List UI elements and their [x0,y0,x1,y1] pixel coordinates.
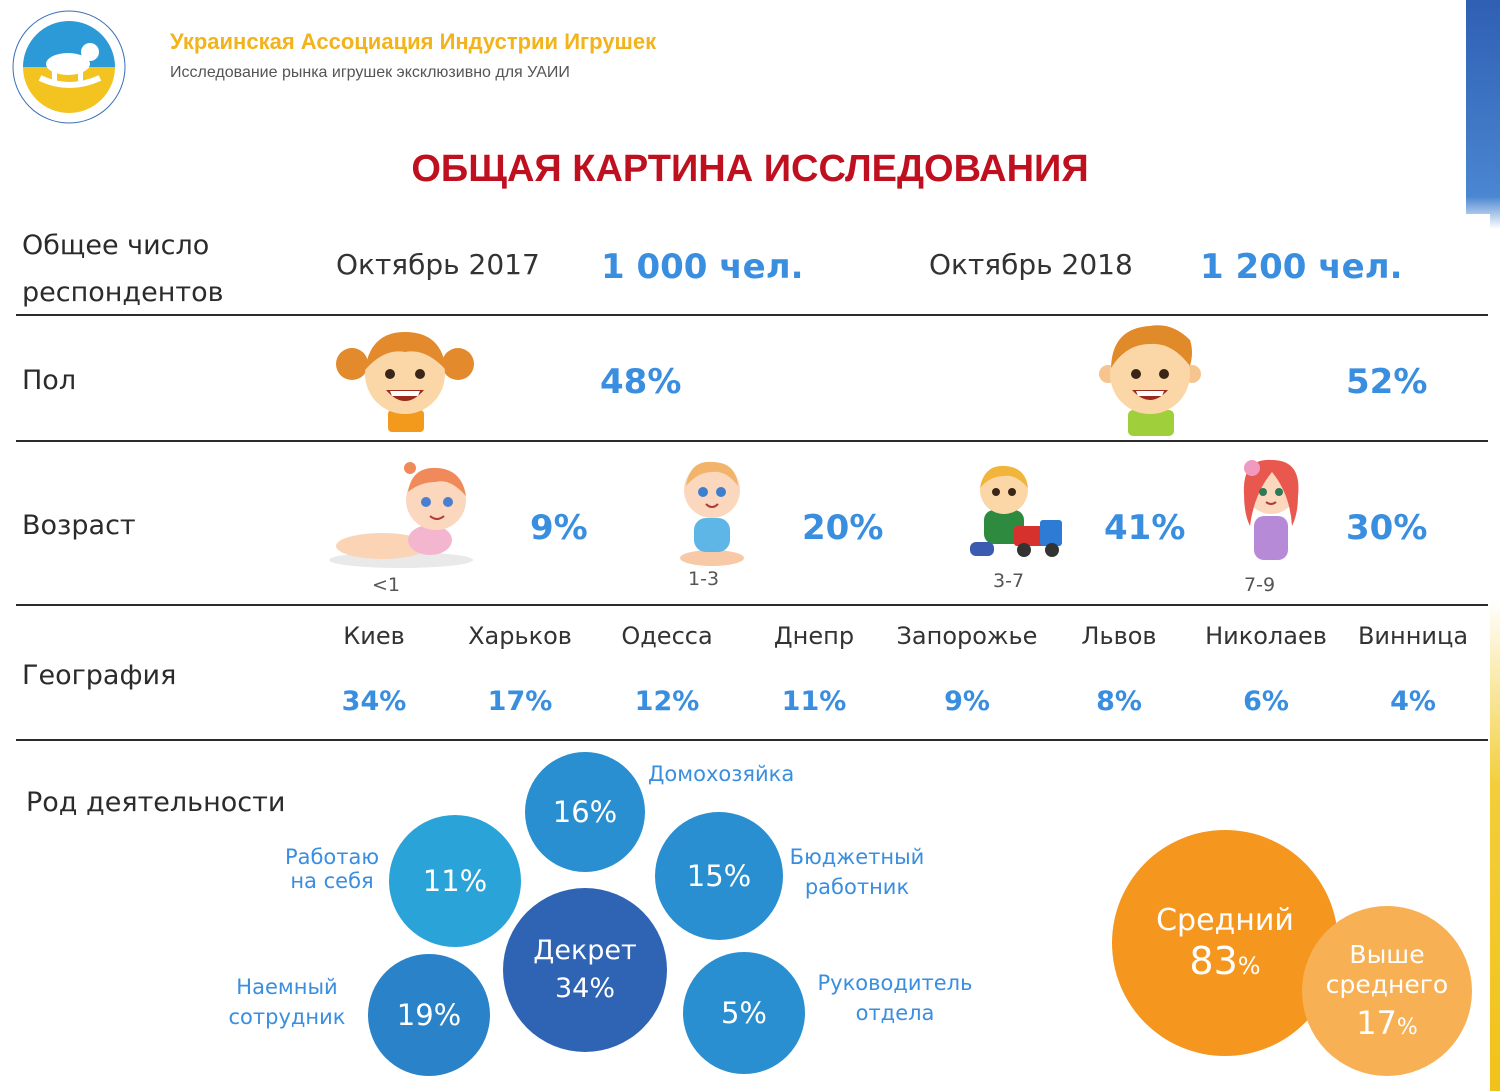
income-above-unit: % [1396,1014,1418,1040]
age-group-3-value: 41% [1104,508,1186,548]
child-with-toy-truck-illustration [970,465,1062,557]
girl-schoolchild-illustration [1243,459,1299,560]
occupation-employee-label: Наемный сотрудник [222,975,352,1029]
respondents-label-line1: Общее число [22,230,210,261]
page-title: ОБЩАЯ КАРТИНА ИССЛЕДОВАНИЯ [411,148,1089,190]
age-group-1-range: <1 [372,574,401,596]
income-average-unit: % [1237,951,1261,980]
occupation-self-employed-label-line2: на себя [290,869,374,893]
city-dnipro-name: Днепр [773,622,855,650]
occupation-maternity-bubble: Декрет 34% [503,888,667,1052]
city-zaporizhzhia-name: Запорожье [896,622,1038,650]
period-2018-month: Октябрь 2018 [929,248,1133,281]
gender-label: Пол [22,365,77,396]
income-above-value: 17 [1356,1003,1397,1042]
age-group-2-value: 20% [802,508,884,548]
gender-girls-value: 48% [600,362,682,402]
occupation-manager-label: Руководитель отдела [812,971,978,1025]
occupation-manager-label-line1: Руководитель [817,971,973,995]
city-dnipro-value: 11% [781,686,847,717]
income-above-average-circle: Выше среднего 17% [1302,906,1472,1076]
girl-face-illustration [336,332,474,432]
organization-subtitle: Исследование рынка игрушек эксклюзивно д… [170,64,570,81]
city-kharkiv-value: 17% [487,686,553,717]
occupation-self-employed-label-line1: Работаю [284,845,380,869]
income-average-value: 83 [1189,938,1238,983]
occupation-budget-worker-label-line1: Бюджетный [789,845,925,869]
occupation-employee-bubble: 19% [368,954,490,1076]
geography-label: География [22,660,177,691]
period-2017-count: 1 000 чел. [601,247,804,287]
income-average-name: Средний [1156,902,1294,938]
income-above-value-wrap: 17% [1356,1007,1418,1043]
divider-line [16,440,1488,442]
respondents-label-line2: респондентов [22,277,224,308]
occupation-housewife-bubble: 16% [525,752,645,872]
income-average-value-wrap: 83% [1189,941,1260,986]
income-above-name-line2: среднего [1325,969,1449,999]
occupation-manager-value: 5% [720,996,767,1030]
respondents-label: Общее число респондентов [22,222,224,316]
city-zaporizhzhia-value: 9% [944,686,990,717]
toddler-illustration [680,461,744,566]
association-logo [11,9,127,125]
period-2018-count: 1 200 чел. [1200,247,1403,287]
income-above-name-line1: Выше [1349,939,1425,969]
occupation-maternity-name: Декрет [533,935,637,966]
occupation-housewife-value: 16% [552,795,618,829]
age-group-2-range: 1-3 [688,568,720,590]
occupation-employee-label-line1: Наемный [236,975,338,999]
city-lviv-value: 8% [1096,686,1142,717]
city-lviv-name: Львов [1081,622,1157,650]
occupation-self-employed-bubble: 11% [389,815,521,947]
city-kyiv-name: Киев [343,622,405,650]
occupation-employee-label-line2: сотрудник [228,1005,346,1029]
occupation-employee-value: 19% [396,998,462,1032]
occupation-budget-worker-bubble: 15% [655,812,783,940]
occupation-budget-worker-label-line2: работник [804,875,910,899]
age-label: Возраст [22,510,136,541]
city-mykolaiv-name: Николаев [1205,622,1327,650]
income-average-circle: Средний 83% [1112,830,1338,1056]
occupation-maternity-value: 34% [554,973,615,1004]
city-vinnytsia-name: Винница [1357,622,1469,650]
gender-boys-value: 52% [1346,362,1428,402]
age-group-1-value: 9% [530,508,588,548]
boy-face-illustration [1099,325,1201,436]
city-kharkiv-name: Харьков [468,622,572,650]
city-odesa-value: 12% [634,686,700,717]
city-vinnytsia-value: 4% [1390,686,1436,717]
age-group-3-range: 3-7 [993,570,1025,592]
divider-line [16,604,1488,606]
occupation-manager-bubble: 5% [683,952,805,1074]
occupation-self-employed-value: 11% [422,864,488,898]
occupation-budget-worker-value: 15% [686,859,752,893]
city-mykolaiv-value: 6% [1243,686,1289,717]
city-odesa-name: Одесса [621,622,713,650]
occupation-budget-worker-label: Бюджетный работник [782,845,932,899]
occupation-housewife-label: Домохозяйка [648,762,795,786]
occupation-self-employed-label: Работаю на себя [272,845,392,893]
organization-title: Украинская Ассоциация Индустрии Игрушек [170,29,657,54]
period-2017-month: Октябрь 2017 [336,248,540,281]
divider-line [16,314,1488,316]
occupation-manager-label-line2: отдела [855,1001,935,1025]
divider-line [16,739,1488,741]
age-group-4-range: 7-9 [1244,574,1276,596]
age-group-4-value: 30% [1346,508,1428,548]
occupation-label: Род деятельности [26,787,286,818]
city-kyiv-value: 34% [341,686,407,717]
baby-infant-illustration [329,462,473,568]
